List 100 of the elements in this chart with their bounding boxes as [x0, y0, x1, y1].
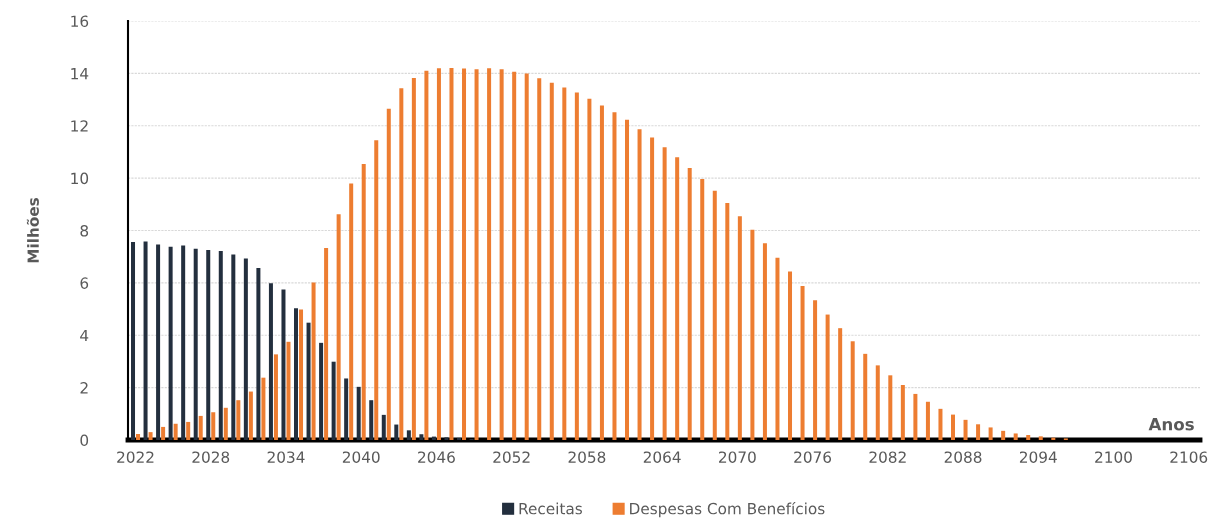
bar: [181, 245, 186, 440]
bar: [419, 434, 424, 440]
y-tick-label: 0: [80, 434, 89, 447]
bar: [273, 354, 278, 440]
bar: [612, 112, 617, 440]
bar: [549, 82, 554, 440]
bar: [838, 328, 843, 440]
bar: [306, 322, 311, 440]
y-tick-label: 16: [71, 15, 89, 28]
bar: [750, 229, 755, 440]
bar: [863, 353, 868, 440]
bar: [825, 314, 830, 440]
bar: [324, 248, 329, 440]
bar: [457, 437, 462, 440]
bar: [775, 257, 780, 440]
x-tick-label: 2052: [493, 451, 530, 463]
bar: [206, 249, 211, 440]
bar: [925, 401, 930, 440]
x-tick-label: 2094: [1019, 451, 1057, 463]
y-tick-label: 2: [80, 382, 88, 394]
x-axis-title: Anos: [1148, 418, 1194, 431]
bar: [336, 214, 341, 440]
y-tick-label: 4: [80, 329, 89, 342]
legend-label: Despesas Com Benefícios: [630, 501, 825, 518]
bar: [875, 365, 880, 440]
x-tick-label: 2058: [568, 451, 606, 463]
x-tick-label: 2088: [944, 451, 982, 463]
bar: [650, 137, 655, 440]
bar: [243, 258, 248, 440]
bar: [156, 244, 161, 440]
bar: [436, 68, 441, 440]
bar: [1026, 435, 1031, 440]
bar: [424, 70, 429, 440]
bar: [173, 423, 178, 440]
bar: [462, 68, 467, 440]
y-tick-label: 12: [71, 120, 88, 132]
bar: [136, 433, 141, 440]
bar: [394, 424, 399, 440]
bar: [537, 78, 542, 440]
bar: [131, 242, 136, 440]
bar: [248, 391, 253, 440]
bar: [281, 289, 286, 440]
bar: [193, 248, 198, 440]
x-tick-label: 2028: [192, 451, 230, 463]
bar: [261, 377, 266, 440]
x-tick-label: 2034: [267, 451, 305, 463]
bar: [381, 414, 386, 440]
bar: [574, 92, 579, 440]
bar: [299, 309, 304, 440]
bar: [268, 283, 273, 440]
bar: [361, 163, 366, 440]
bar: [369, 400, 374, 440]
bar: [976, 424, 981, 440]
bar: [788, 271, 793, 440]
bar: [161, 426, 166, 440]
x-tick-label: 2022: [117, 451, 154, 463]
bar: [406, 430, 411, 440]
bar: [449, 67, 454, 440]
bar: [913, 393, 918, 440]
bar: [311, 282, 316, 440]
bar: [231, 254, 236, 440]
bar: [1038, 436, 1043, 440]
bar: [762, 243, 767, 440]
x-tick-label: 2046: [418, 451, 455, 463]
bar: [349, 183, 354, 440]
bar: [256, 267, 261, 440]
bar: [524, 73, 529, 440]
bar: [800, 286, 805, 440]
bar: [499, 69, 504, 440]
bar: [286, 341, 291, 440]
x-tick-label: 2076: [794, 451, 832, 463]
bar: [888, 375, 893, 440]
x-tick-label: 2064: [643, 451, 681, 463]
bar: [374, 140, 379, 440]
bar: [198, 415, 203, 440]
bar: [294, 308, 299, 440]
bar: [356, 386, 361, 440]
bar: [951, 414, 956, 440]
bar: [148, 432, 153, 440]
x-tick-label: 2070: [719, 451, 756, 463]
x-tick-label: 2040: [342, 451, 380, 463]
bar: [675, 157, 680, 440]
bar: [662, 147, 667, 440]
bar: [850, 341, 855, 440]
bar: [211, 412, 216, 440]
bar: [474, 69, 479, 440]
bar: [331, 361, 336, 440]
bar: [687, 167, 692, 440]
legend-label: Receitas: [519, 502, 582, 515]
bar: [186, 421, 191, 440]
bar: [900, 385, 905, 440]
y-axis-title: Milhões: [26, 197, 39, 263]
x-tick-label: 2106: [1170, 451, 1208, 463]
bar: [319, 342, 324, 440]
bar: [344, 378, 349, 440]
bar: [813, 300, 818, 440]
bar: [737, 216, 742, 440]
bar: [512, 71, 517, 440]
bar: [700, 178, 705, 440]
bar: [625, 119, 630, 440]
